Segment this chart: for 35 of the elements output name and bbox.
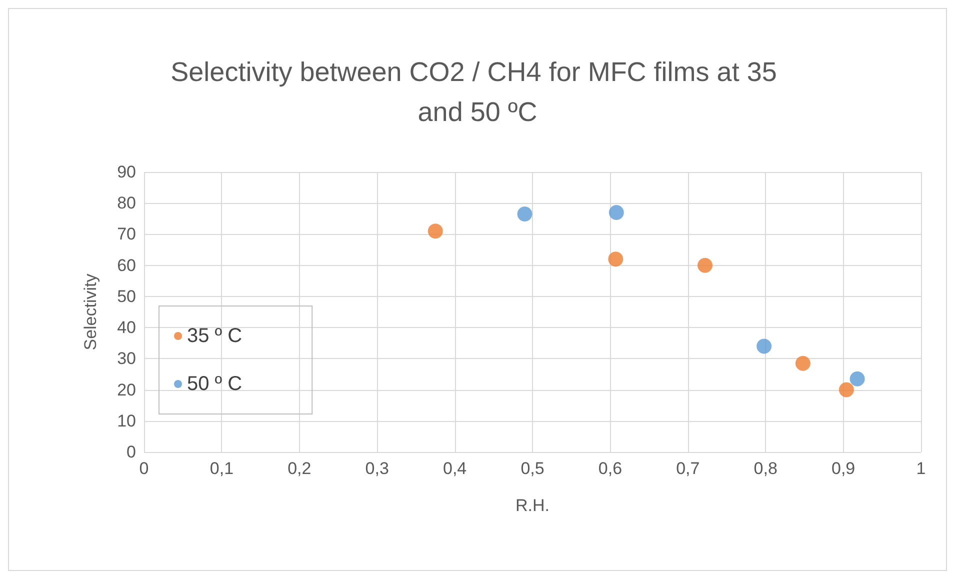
point [608,252,624,267]
legend-label: 50 º C [187,373,242,395]
x-tick-label: 0,3 [365,459,389,478]
x-tick-label: 0,9 [831,459,856,478]
y-tick-label: 80 [117,194,136,213]
y-tick-label: 20 [117,380,136,400]
point [698,258,712,273]
x-tick-label: 0,5 [520,459,544,478]
y-tick-label: 50 [117,286,136,306]
point [838,382,854,398]
point [795,356,810,371]
x-tick-label: 0,1 [210,459,234,478]
x-axis-title: R.H. [516,496,550,515]
x-tick-label: 0,6 [598,459,622,478]
x-tick-label: 0,8 [754,459,778,478]
x-tick-label: 0 [139,459,149,478]
y-tick-label: 10 [117,411,136,430]
y-tick-label: 60 [117,256,136,275]
chart-title: Selectivity between CO2 / CH4 for MFC films at 35 and 50 ºC [170,57,784,127]
point [517,206,532,222]
x-tick-label: 0,2 [288,459,312,478]
y-axis-title: Selectivity [81,273,100,350]
y-tick-label: 70 [117,224,136,244]
x-tick-label: 0,7 [676,459,700,478]
x-tick-label: 0,4 [442,459,467,478]
y-tick-label: 0 [126,442,136,462]
point [608,204,624,220]
point [428,224,443,239]
x-tick-label: 1 [916,459,926,478]
y-tick-label: 90 [117,162,136,182]
point [850,371,865,386]
y-tick-label: 30 [117,349,136,368]
legend-label: 35 º C [187,325,242,347]
point [756,338,772,354]
y-tick-label: 40 [117,318,136,338]
